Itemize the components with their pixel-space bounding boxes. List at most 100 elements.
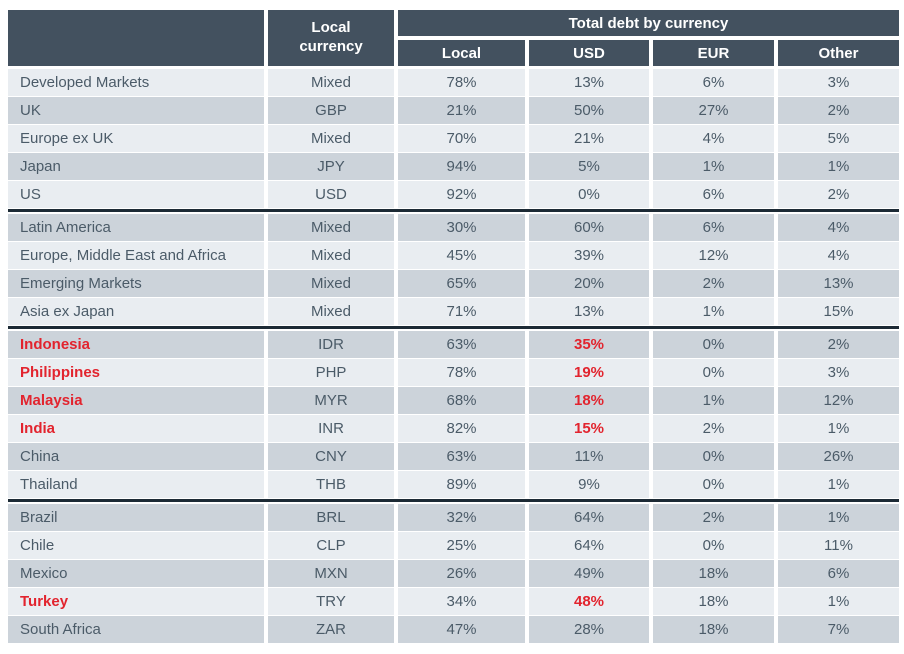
table-body: Developed Markets Mixed 78% 13% 6% 3% UK… xyxy=(8,69,899,643)
col-header-eur: EUR xyxy=(653,40,774,66)
eur-pct-cell: 18% xyxy=(653,616,774,643)
table-row: India INR 82% 15% 2% 1% xyxy=(8,415,899,442)
local-pct-cell: 82% xyxy=(398,415,525,442)
usd-pct-cell: 19% xyxy=(529,359,649,386)
local-currency-cell: IDR xyxy=(268,331,394,358)
row-label-cell: Turkey xyxy=(8,588,264,615)
eur-pct-cell: 0% xyxy=(653,471,774,498)
eur-pct-cell: 12% xyxy=(653,242,774,269)
other-pct-cell: 15% xyxy=(778,298,899,325)
row-label-cell: Europe, Middle East and Africa xyxy=(8,242,264,269)
row-label-cell: Japan xyxy=(8,153,264,180)
local-pct-cell: 71% xyxy=(398,298,525,325)
usd-pct-cell: 64% xyxy=(529,532,649,559)
other-pct-cell: 4% xyxy=(778,214,899,241)
table-row: Thailand THB 89% 9% 0% 1% xyxy=(8,471,899,498)
usd-pct-cell: 49% xyxy=(529,560,649,587)
other-pct-cell: 26% xyxy=(778,443,899,470)
col-header-usd: USD xyxy=(529,40,649,66)
table-row: US USD 92% 0% 6% 2% xyxy=(8,181,899,208)
row-label-cell: US xyxy=(8,181,264,208)
other-pct-cell: 3% xyxy=(778,359,899,386)
eur-pct-cell: 1% xyxy=(653,387,774,414)
local-pct-cell: 21% xyxy=(398,97,525,124)
row-label-cell: Chile xyxy=(8,532,264,559)
table-row: Philippines PHP 78% 19% 0% 3% xyxy=(8,359,899,386)
local-currency-cell: Mixed xyxy=(268,69,394,96)
row-label-cell: Philippines xyxy=(8,359,264,386)
section-divider xyxy=(8,209,899,212)
eur-pct-cell: 2% xyxy=(653,504,774,531)
eur-pct-cell: 0% xyxy=(653,359,774,386)
debt-table: Local currency Total debt by currency Lo… xyxy=(8,10,899,644)
eur-pct-cell: 6% xyxy=(653,181,774,208)
table-row: South Africa ZAR 47% 28% 18% 7% xyxy=(8,616,899,643)
other-pct-cell: 2% xyxy=(778,181,899,208)
local-currency-cell: PHP xyxy=(268,359,394,386)
table-row: Mexico MXN 26% 49% 18% 6% xyxy=(8,560,899,587)
local-currency-cell: MYR xyxy=(268,387,394,414)
eur-pct-cell: 6% xyxy=(653,214,774,241)
table-header: Local currency Total debt by currency Lo… xyxy=(8,10,899,66)
local-pct-cell: 26% xyxy=(398,560,525,587)
row-label-cell: UK xyxy=(8,97,264,124)
other-pct-cell: 2% xyxy=(778,331,899,358)
other-pct-cell: 3% xyxy=(778,69,899,96)
row-label-cell: India xyxy=(8,415,264,442)
local-currency-cell: USD xyxy=(268,181,394,208)
table-row: Malaysia MYR 68% 18% 1% 12% xyxy=(8,387,899,414)
usd-pct-cell: 13% xyxy=(529,69,649,96)
local-currency-cell: Mixed xyxy=(268,270,394,297)
eur-pct-cell: 18% xyxy=(653,588,774,615)
table-row: Japan JPY 94% 5% 1% 1% xyxy=(8,153,899,180)
row-label-cell: Europe ex UK xyxy=(8,125,264,152)
local-currency-cell: THB xyxy=(268,471,394,498)
other-pct-cell: 5% xyxy=(778,125,899,152)
row-label-cell: Latin America xyxy=(8,214,264,241)
local-currency-cell: MXN xyxy=(268,560,394,587)
usd-pct-cell: 28% xyxy=(529,616,649,643)
table-row: UK GBP 21% 50% 27% 2% xyxy=(8,97,899,124)
section-divider xyxy=(8,326,899,329)
row-label-cell: China xyxy=(8,443,264,470)
usd-pct-cell: 64% xyxy=(529,504,649,531)
local-pct-cell: 63% xyxy=(398,331,525,358)
eur-pct-cell: 18% xyxy=(653,560,774,587)
table-row: Europe ex UK Mixed 70% 21% 4% 5% xyxy=(8,125,899,152)
table-row: Europe, Middle East and Africa Mixed 45%… xyxy=(8,242,899,269)
row-label-cell: South Africa xyxy=(8,616,264,643)
eur-pct-cell: 6% xyxy=(653,69,774,96)
usd-pct-cell: 20% xyxy=(529,270,649,297)
local-currency-cell: Mixed xyxy=(268,242,394,269)
local-currency-cell: GBP xyxy=(268,97,394,124)
other-pct-cell: 13% xyxy=(778,270,899,297)
local-pct-cell: 65% xyxy=(398,270,525,297)
other-pct-cell: 1% xyxy=(778,153,899,180)
other-pct-cell: 1% xyxy=(778,471,899,498)
other-pct-cell: 6% xyxy=(778,560,899,587)
usd-pct-cell: 48% xyxy=(529,588,649,615)
eur-pct-cell: 0% xyxy=(653,532,774,559)
eur-pct-cell: 2% xyxy=(653,415,774,442)
usd-pct-cell: 60% xyxy=(529,214,649,241)
row-label-cell: Indonesia xyxy=(8,331,264,358)
usd-pct-cell: 21% xyxy=(529,125,649,152)
other-pct-cell: 1% xyxy=(778,504,899,531)
local-currency-cell: BRL xyxy=(268,504,394,531)
eur-pct-cell: 1% xyxy=(653,298,774,325)
other-pct-cell: 4% xyxy=(778,242,899,269)
table-row: Brazil BRL 32% 64% 2% 1% xyxy=(8,504,899,531)
row-label-cell: Mexico xyxy=(8,560,264,587)
row-label-cell: Emerging Markets xyxy=(8,270,264,297)
local-pct-cell: 70% xyxy=(398,125,525,152)
local-pct-cell: 94% xyxy=(398,153,525,180)
table-row: Chile CLP 25% 64% 0% 11% xyxy=(8,532,899,559)
usd-pct-cell: 13% xyxy=(529,298,649,325)
usd-pct-cell: 35% xyxy=(529,331,649,358)
col-header-local: Local xyxy=(398,40,525,66)
local-pct-cell: 47% xyxy=(398,616,525,643)
corner-cell xyxy=(8,10,264,66)
other-pct-cell: 2% xyxy=(778,97,899,124)
local-currency-cell: Mixed xyxy=(268,298,394,325)
